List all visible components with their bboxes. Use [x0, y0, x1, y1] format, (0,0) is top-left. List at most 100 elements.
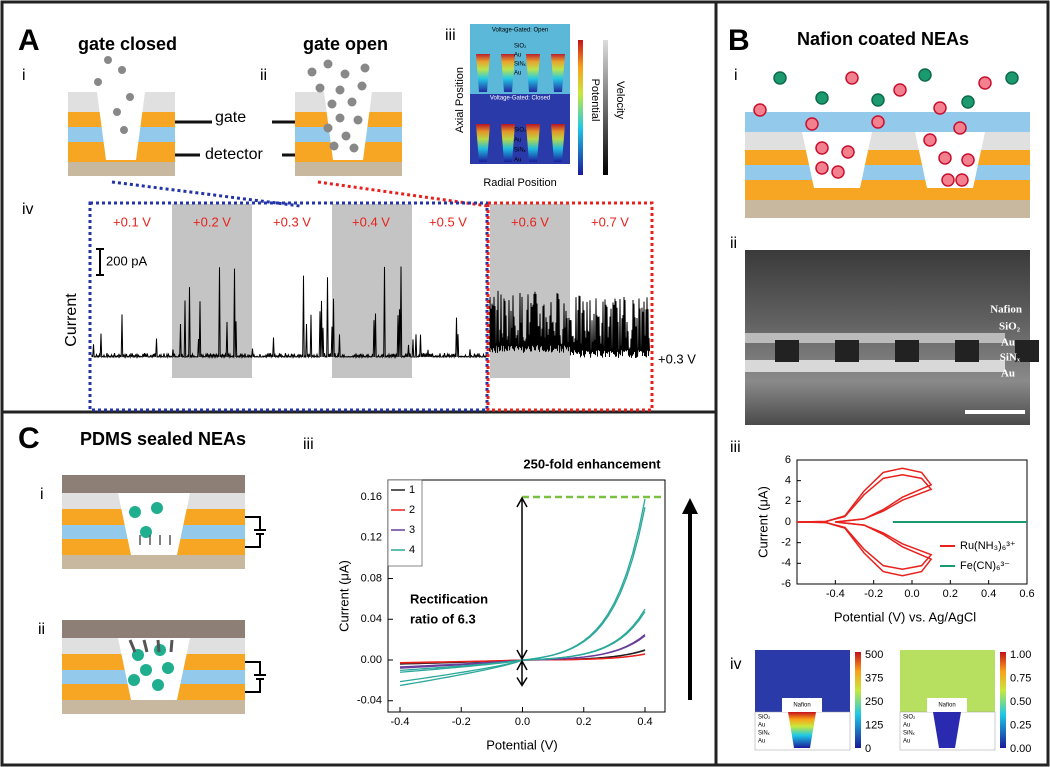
y-tick-label: 0.12	[361, 532, 382, 544]
heading: Nafion coated NEAs	[797, 29, 969, 49]
particle	[104, 56, 112, 64]
layer	[295, 162, 402, 176]
cv-curve	[796, 473, 933, 523]
layer: SiNₓ	[758, 731, 770, 737]
sub-label: iii	[730, 439, 741, 456]
layer	[62, 475, 245, 493]
sub-label: i	[40, 486, 44, 503]
particle	[315, 83, 325, 93]
sim-pore	[933, 712, 961, 748]
sim-pore	[526, 54, 540, 92]
sem-band	[745, 333, 1005, 343]
y-tick-label: 6	[785, 454, 791, 466]
colorbar-tick: 0	[865, 743, 871, 755]
panel-letter: A	[18, 24, 40, 57]
layer	[745, 150, 1030, 165]
voltage-label: +0.4 V	[352, 214, 390, 229]
legend-entry: Fe(CN)₆³⁻	[960, 560, 1010, 572]
particle	[152, 679, 164, 691]
particle	[815, 161, 829, 175]
particle	[893, 83, 907, 97]
layer: Au	[514, 158, 521, 164]
particle	[353, 115, 363, 125]
particle	[335, 113, 345, 123]
particle	[140, 526, 152, 538]
heading: gate open	[303, 34, 388, 54]
particle	[805, 117, 819, 131]
sem-layer: Au	[1001, 337, 1015, 349]
y-tick-label: 0.00	[361, 654, 382, 666]
sub-label: iii	[445, 27, 456, 44]
particle	[815, 141, 829, 155]
particle	[831, 165, 845, 179]
axis-label: Radial Position	[483, 177, 556, 189]
sub-label: iv	[730, 656, 742, 673]
particle	[953, 121, 967, 135]
colorbar	[855, 652, 861, 748]
sem-layer: SiO₂	[999, 321, 1021, 333]
sim-pore	[551, 54, 565, 92]
colorbar-label: Velocity	[614, 81, 626, 119]
y-tick-label: 2	[785, 495, 791, 507]
voltage-label: +0.2 V	[193, 214, 231, 229]
particle	[323, 123, 333, 133]
particle	[871, 115, 885, 129]
sem-pore	[1015, 340, 1039, 362]
current-trace	[91, 266, 488, 359]
particle	[357, 81, 367, 91]
sim-pore	[551, 124, 565, 162]
layer: Au	[758, 723, 765, 729]
layer	[745, 200, 1030, 218]
zoom-box	[88, 201, 489, 412]
sim-title: Voltage-Gated: Open	[492, 28, 548, 34]
layer: Au	[514, 71, 521, 77]
particle	[815, 91, 829, 105]
particle	[845, 71, 859, 85]
current-trace	[489, 290, 650, 358]
x-tick-label: -0.2	[452, 716, 471, 728]
particle	[151, 502, 163, 514]
annotation: Rectification	[410, 591, 488, 606]
flux-arrow	[128, 639, 137, 653]
sim-pore	[501, 54, 515, 92]
voltage-label: +0.1 V	[113, 214, 151, 229]
legend-entry: 1	[409, 484, 415, 496]
particle	[349, 143, 359, 153]
plot-frame	[387, 479, 666, 713]
x-tick-label: -0.4	[826, 588, 845, 600]
colorbar-tick: 500	[865, 649, 883, 661]
particle	[918, 68, 932, 82]
particle	[1005, 71, 1019, 85]
particle	[773, 71, 787, 85]
particle	[340, 69, 350, 79]
y-tick-label: -4	[781, 557, 791, 569]
layer: SiO₂	[903, 715, 916, 721]
circuit	[245, 661, 266, 693]
colorbar-tick: 0.00	[1010, 743, 1031, 755]
x-tick-label: 0.4	[981, 588, 996, 600]
sem-layer: Au	[1001, 368, 1015, 380]
particle	[961, 153, 975, 167]
particle	[360, 63, 370, 73]
layer	[745, 132, 1030, 150]
arrow-head	[682, 498, 698, 514]
particle	[341, 131, 351, 141]
iv-curve	[399, 506, 646, 683]
sem-pore	[835, 340, 859, 362]
particle	[938, 151, 952, 165]
colorbar-label: Potential	[589, 79, 601, 122]
texts: A i gate closed ii gate open gate detect…	[18, 24, 1022, 753]
layer: SiNₓ	[514, 62, 526, 68]
x-tick-label: -0.4	[391, 716, 410, 728]
particle	[941, 173, 955, 187]
x-tick-label: 0.2	[943, 588, 958, 600]
scale-label: 200 pA	[106, 253, 148, 268]
shade	[490, 204, 570, 378]
layer: Au	[514, 53, 521, 59]
sim-nafion-box	[782, 698, 822, 712]
voltage-label: +0.7 V	[591, 214, 629, 229]
nanopore	[97, 92, 145, 160]
sim-pore	[476, 124, 490, 162]
